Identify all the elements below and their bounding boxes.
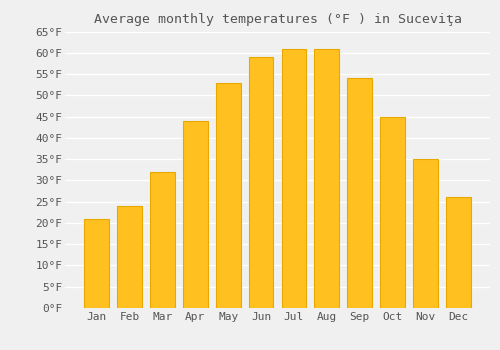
Title: Average monthly temperatures (°F ) in Suceviţa: Average monthly temperatures (°F ) in Su… [94, 13, 462, 26]
Bar [117, 206, 142, 308]
Bar [248, 57, 274, 308]
Bar [348, 78, 372, 308]
Bar [150, 172, 174, 308]
Bar [380, 117, 405, 308]
Bar [183, 121, 208, 308]
Bar [216, 83, 240, 308]
Bar [413, 159, 438, 308]
Bar [84, 219, 109, 308]
Bar [314, 49, 339, 308]
Bar [282, 49, 306, 308]
Bar [446, 197, 470, 308]
